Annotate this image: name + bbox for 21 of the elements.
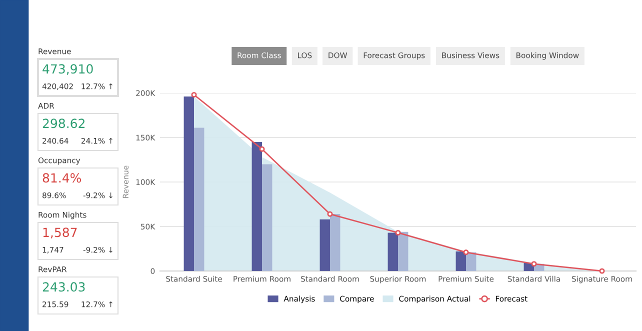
- text: 1,587: [43, 228, 77, 238]
- text: 81.4%: [42, 173, 82, 183]
- bar: [184, 96, 194, 271]
- bar: [330, 214, 340, 271]
- point: [395, 230, 401, 236]
- point: [463, 250, 469, 256]
- bar: [262, 164, 272, 271]
- point: [191, 92, 197, 98]
- bar: [252, 142, 262, 271]
- bar: [398, 232, 408, 271]
- bar: [456, 251, 466, 271]
- point: [531, 261, 537, 267]
- bar: [320, 219, 330, 271]
- text: 473,910: [42, 64, 93, 75]
- bar: [388, 232, 398, 271]
- bar: [194, 128, 204, 271]
- point: [259, 146, 265, 152]
- point: [599, 268, 605, 274]
- text: 243.03: [42, 282, 85, 292]
- point: [327, 211, 333, 217]
- text: 298.62: [42, 118, 84, 128]
